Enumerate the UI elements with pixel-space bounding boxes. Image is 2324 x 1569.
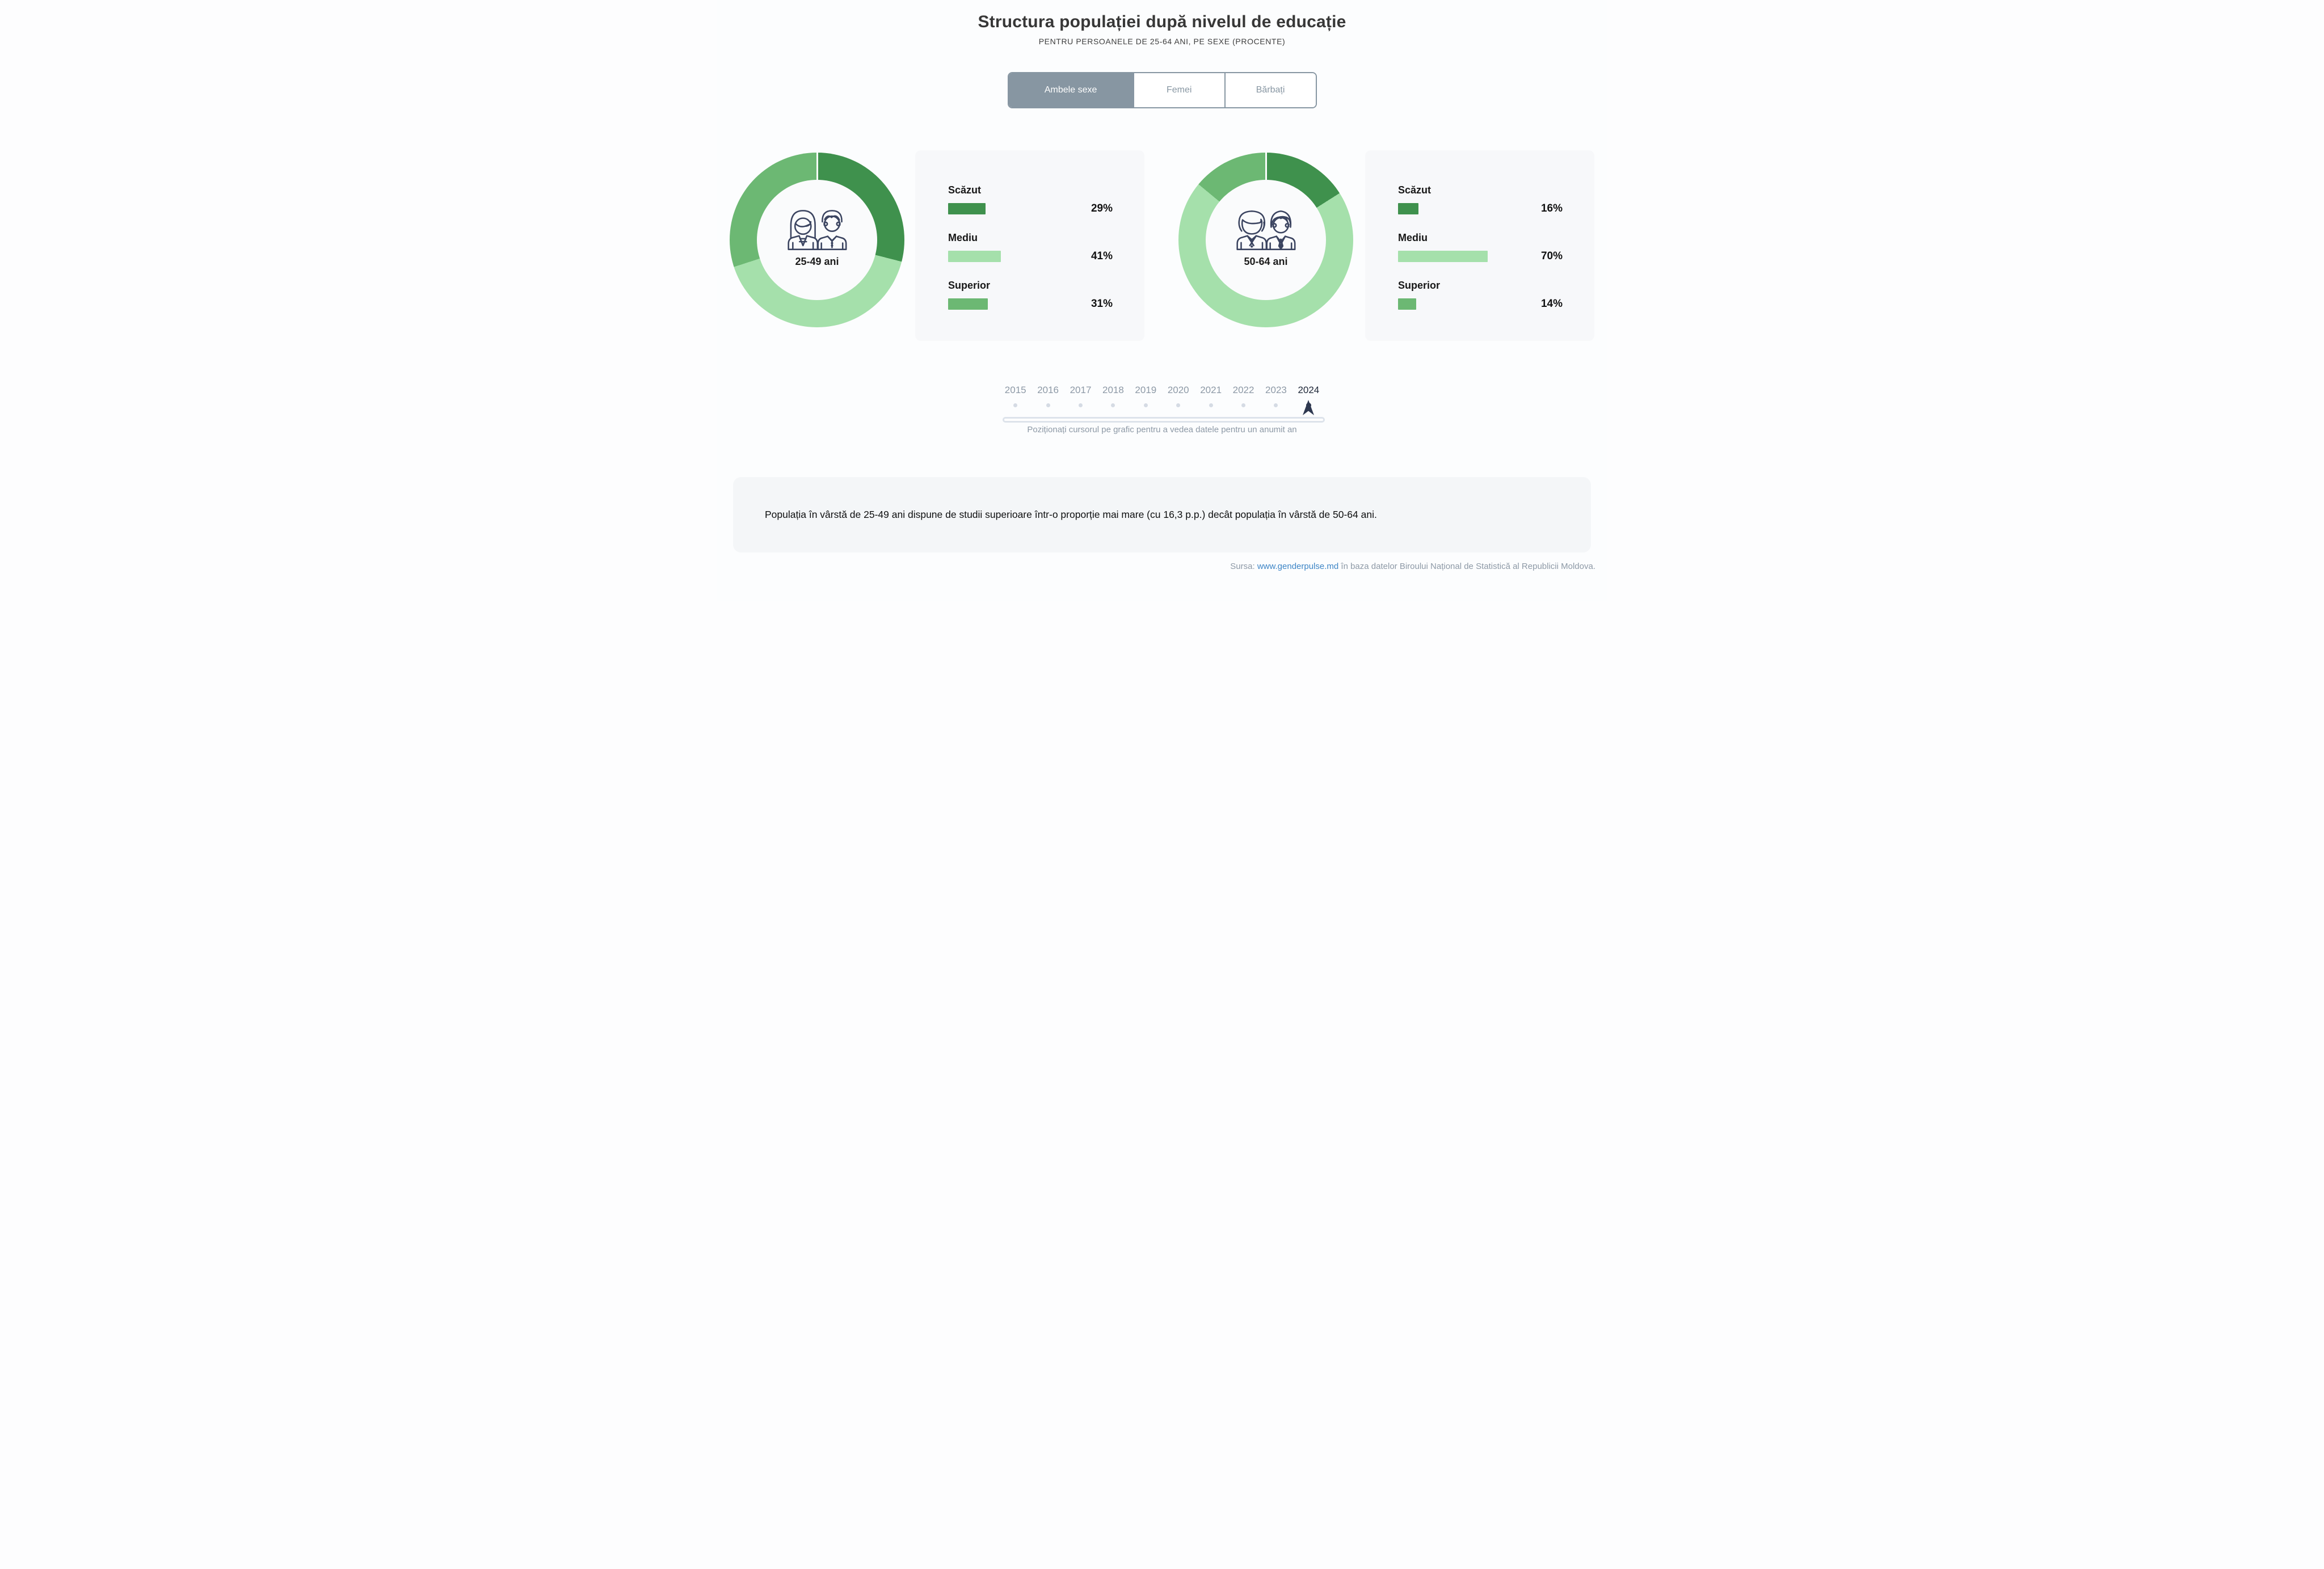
year-dot [1176, 403, 1181, 407]
legend-bar [1398, 251, 1488, 262]
summary-box: Populația în vârstă de 25-49 ani dispune… [733, 477, 1591, 552]
donut-25-49-label: 25-49 ani [795, 256, 839, 267]
header: Structura populației după nivelul de edu… [717, 0, 1607, 46]
legend-bar [948, 298, 988, 310]
source-prefix: Sursa: [1230, 562, 1257, 571]
legend-value: 16% [1540, 203, 1563, 214]
legend-panel-25-49: Scăzut 29% Mediu 41% Superior [915, 150, 1144, 341]
year-dot [1111, 403, 1115, 407]
year-label: 2020 [1167, 385, 1189, 395]
tab-barbati[interactable]: Bărbați [1224, 73, 1316, 107]
year-dot [1046, 403, 1050, 407]
year-dot [1274, 403, 1278, 407]
legend-label: Mediu [948, 232, 978, 243]
year-label: 2015 [1004, 385, 1026, 395]
year-dot [1241, 403, 1246, 407]
legend-bar [948, 251, 1001, 262]
legend-value: 41% [1091, 250, 1113, 262]
donut-seam [816, 153, 818, 180]
legend-label: Scăzut [1398, 184, 1432, 196]
donut-50-64-center: 50-64 ani [1206, 180, 1326, 300]
infographic-page: Structura populației după nivelul de edu… [717, 0, 1607, 601]
year-label: 2024 [1298, 385, 1320, 395]
tab-femei[interactable]: Femei [1132, 73, 1224, 107]
year-2015[interactable]: 2015 [999, 385, 1032, 408]
year-2021[interactable]: 2021 [1194, 385, 1227, 408]
slider-track[interactable] [1003, 417, 1325, 423]
year-2023[interactable]: 2023 [1260, 385, 1292, 408]
donut-50-64[interactable]: 50-64 ani [1178, 153, 1353, 327]
timeline-years: 2015 2016 2017 2018 2019 2020 2021 2022 2023 2024 [999, 385, 1325, 415]
legend-value: 31% [1091, 298, 1113, 310]
legend-label: Scăzut [948, 184, 982, 196]
legend-item-superior: Superior 31% [948, 280, 1113, 310]
charts-row: 25-49 ani Scăzut 29% Mediu 41% [717, 150, 1607, 343]
year-2018[interactable]: 2018 [1097, 385, 1129, 408]
young-couple-icon [788, 210, 847, 250]
legend-label: Superior [948, 280, 991, 291]
legend-item-superior: Superior 14% [1398, 280, 1563, 310]
year-dot [1013, 403, 1018, 407]
year-label: 2016 [1037, 385, 1059, 395]
year-label: 2017 [1070, 385, 1092, 395]
year-2019[interactable]: 2019 [1130, 385, 1162, 408]
year-dot [1209, 403, 1213, 407]
legend-bar [1398, 298, 1416, 310]
year-label: 2023 [1265, 385, 1287, 395]
legend-item-mediu: Mediu 41% [948, 232, 1113, 263]
legend-panel-50-64: Scăzut 16% Mediu 70% Superior [1365, 150, 1594, 341]
year-label: 2019 [1135, 385, 1157, 395]
legend-bar [948, 203, 986, 214]
source-suffix: în baza datelor Biroului Național de Sta… [1338, 562, 1595, 571]
donut-seam [1265, 153, 1267, 180]
source-line: Sursa: www.genderpulse.md în baza datelo… [717, 562, 1607, 571]
older-couple-icon [1236, 210, 1296, 250]
year-dot [1079, 403, 1083, 407]
sex-filter-tabs: Ambele sexe Femei Bărbați [1007, 72, 1317, 108]
legend-value: 29% [1091, 203, 1113, 214]
year-2022[interactable]: 2022 [1227, 385, 1260, 408]
legend-label: Superior [1398, 280, 1441, 291]
year-2024[interactable]: 2024 [1292, 385, 1325, 415]
legend-item-scazut: Scăzut 16% [1398, 184, 1563, 215]
year-2020[interactable]: 2020 [1162, 385, 1194, 408]
year-2017[interactable]: 2017 [1064, 385, 1097, 408]
year-2016[interactable]: 2016 [1032, 385, 1064, 408]
legend-value: 70% [1540, 250, 1563, 262]
year-slider: 2015 2016 2017 2018 2019 2020 2021 2022 2023 2024… [999, 385, 1325, 435]
legend-bar [1398, 203, 1419, 214]
summary-text: Populația în vârstă de 25-49 ani dispune… [765, 509, 1377, 520]
legend-value: 14% [1540, 298, 1563, 310]
slider-hint: Poziționați cursorul pe grafic pentru a … [1027, 425, 1297, 435]
page-title: Structura populației după nivelul de edu… [978, 12, 1346, 31]
donut-25-49-center: 25-49 ani [757, 180, 877, 300]
source-link[interactable]: www.genderpulse.md [1257, 562, 1339, 571]
page-subtitle: PENTRU PERSOANELE DE 25-64 ANI, PE SEXE … [1038, 37, 1286, 46]
year-dot [1143, 403, 1148, 407]
legend-label: Mediu [1398, 232, 1428, 243]
legend-item-scazut: Scăzut 29% [948, 184, 1113, 215]
year-label: 2022 [1232, 385, 1254, 395]
donut-50-64-label: 50-64 ani [1244, 256, 1288, 267]
year-label: 2018 [1102, 385, 1124, 395]
slider-cursor-icon[interactable] [1302, 399, 1315, 416]
donut-25-49[interactable]: 25-49 ani [730, 153, 904, 327]
legend-item-mediu: Mediu 70% [1398, 232, 1563, 263]
year-label: 2021 [1200, 385, 1222, 395]
tab-ambele-sexe[interactable]: Ambele sexe [1008, 73, 1133, 107]
